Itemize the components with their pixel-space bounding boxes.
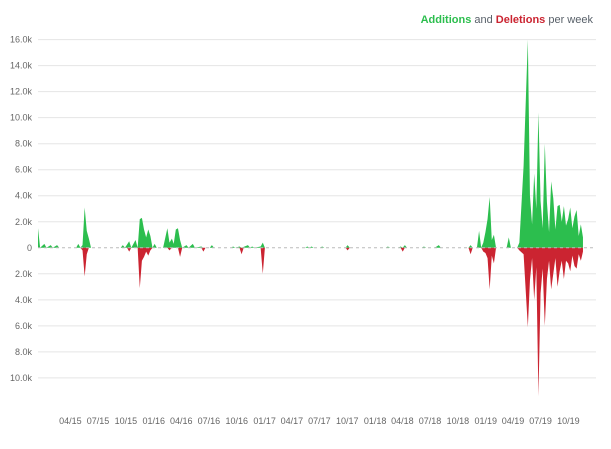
series-areas xyxy=(38,39,583,397)
x-tick-label: 10/19 xyxy=(557,416,580,426)
y-tick-label: 6.0k xyxy=(15,321,33,331)
x-tick-label: 10/15 xyxy=(115,416,138,426)
x-tick-label: 01/18 xyxy=(364,416,387,426)
x-tick-label: 07/17 xyxy=(308,416,331,426)
x-tick-label: 01/17 xyxy=(253,416,276,426)
legend-additions-label: Additions xyxy=(420,14,472,26)
y-tick-label: 8.0k xyxy=(15,139,33,149)
x-tick-label: 04/19 xyxy=(502,416,525,426)
x-tick-label: 07/16 xyxy=(198,416,221,426)
y-tick-label: 0 xyxy=(27,243,32,253)
y-tick-label: 16.0k xyxy=(10,35,33,45)
x-tick-label: 01/16 xyxy=(142,416,165,426)
x-tick-label: 04/15 xyxy=(59,416,82,426)
y-tick-label: 14.0k xyxy=(10,61,33,71)
y-tick-label: 6.0k xyxy=(15,165,33,175)
chart-legend: Additions and Deletions per week xyxy=(421,14,593,26)
y-tick-label: 2.0k xyxy=(15,217,33,227)
x-tick-label: 07/19 xyxy=(529,416,552,426)
legend-per-week-text: per week xyxy=(545,14,593,26)
y-tick-label: 8.0k xyxy=(15,347,33,357)
y-axis-labels: 16.0k 14.0k 12.0k 10.0k 8.0k 6.0k 4.0k 2.0k 0 2.0… xyxy=(10,35,33,383)
legend-and-text: and xyxy=(471,14,496,26)
y-tick-label: 10.0k xyxy=(10,113,33,123)
x-tick-label: 10/16 xyxy=(225,416,248,426)
x-tick-label: 04/18 xyxy=(391,416,414,426)
additions-area xyxy=(38,39,583,248)
y-tick-label: 12.0k xyxy=(10,87,33,97)
legend-deletions-label: Deletions xyxy=(495,14,546,26)
x-axis-labels: 04/15 07/15 10/15 01/16 04/16 07/16 10/16 01/17… xyxy=(59,416,580,426)
x-tick-label: 04/16 xyxy=(170,416,193,426)
y-tick-label: 10.0k xyxy=(10,373,33,383)
y-tick-label: 4.0k xyxy=(15,295,33,305)
x-tick-label: 10/17 xyxy=(336,416,359,426)
grid-lines xyxy=(38,39,596,379)
x-tick-label: 04/17 xyxy=(281,416,304,426)
x-tick-label: 07/18 xyxy=(419,416,442,426)
y-tick-label: 2.0k xyxy=(15,269,33,279)
x-tick-label: 10/18 xyxy=(447,416,470,426)
x-tick-label: 07/15 xyxy=(87,416,110,426)
y-tick-label: 4.0k xyxy=(15,191,33,201)
x-tick-label: 01/19 xyxy=(474,416,497,426)
deletions-area xyxy=(80,247,583,397)
